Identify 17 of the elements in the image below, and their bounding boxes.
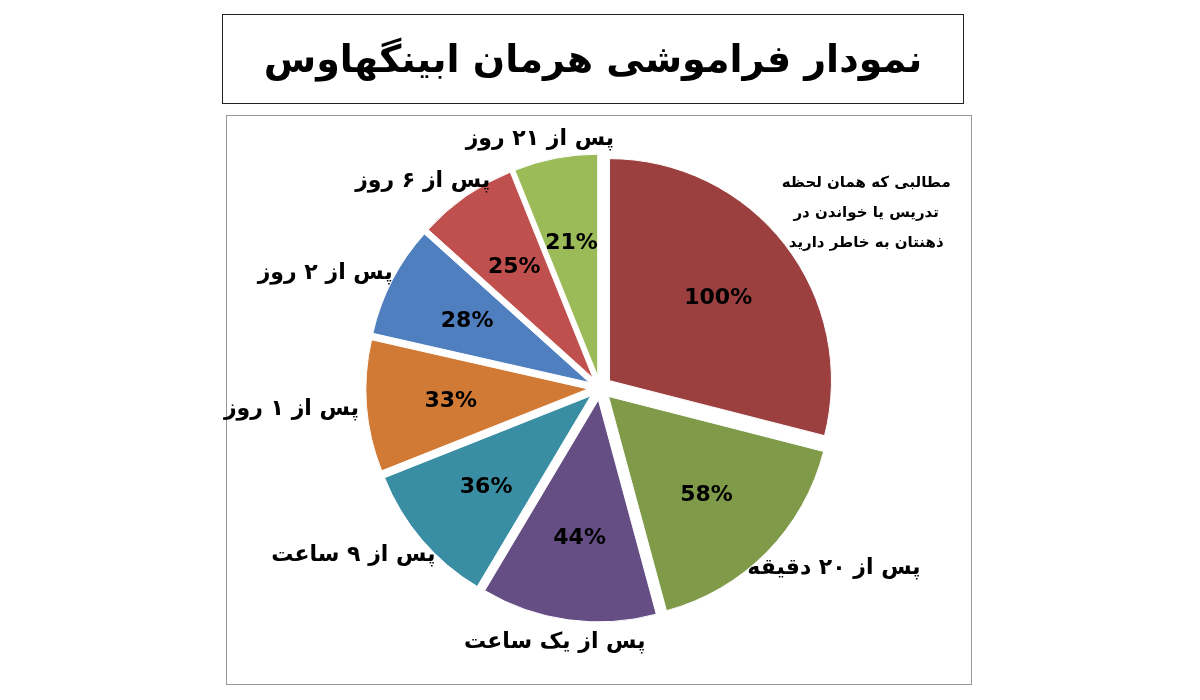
slice-label: مطالبی که همان لحظه تدریس یا خواندن در ذهنتان به خاطر دارید [780,172,952,253]
data-label: 21% [545,228,598,254]
slice-label: پس از ۹ ساعت [271,540,436,566]
slice-label: پس از ۱ روز [223,395,359,421]
data-label: 25% [487,252,541,278]
chart-title: نمودار فراموشی هرمان ابینگهاوس [222,14,964,104]
slice-label: پس از ۲ روز [257,258,393,284]
data-label: 44% [553,523,606,549]
data-label: 28% [440,306,494,332]
data-label: 33% [424,387,478,413]
slice-label: پس از ۲۱ روز [465,125,615,151]
data-label: 36% [459,472,513,498]
data-label: 100% [684,283,753,309]
data-label: 58% [680,480,733,506]
slice-label: پس از ۶ روز [355,166,491,192]
slice-label: پس از ۲۰ دقیقه [747,554,921,580]
slice-label: پس از یک ساعت [463,627,646,653]
